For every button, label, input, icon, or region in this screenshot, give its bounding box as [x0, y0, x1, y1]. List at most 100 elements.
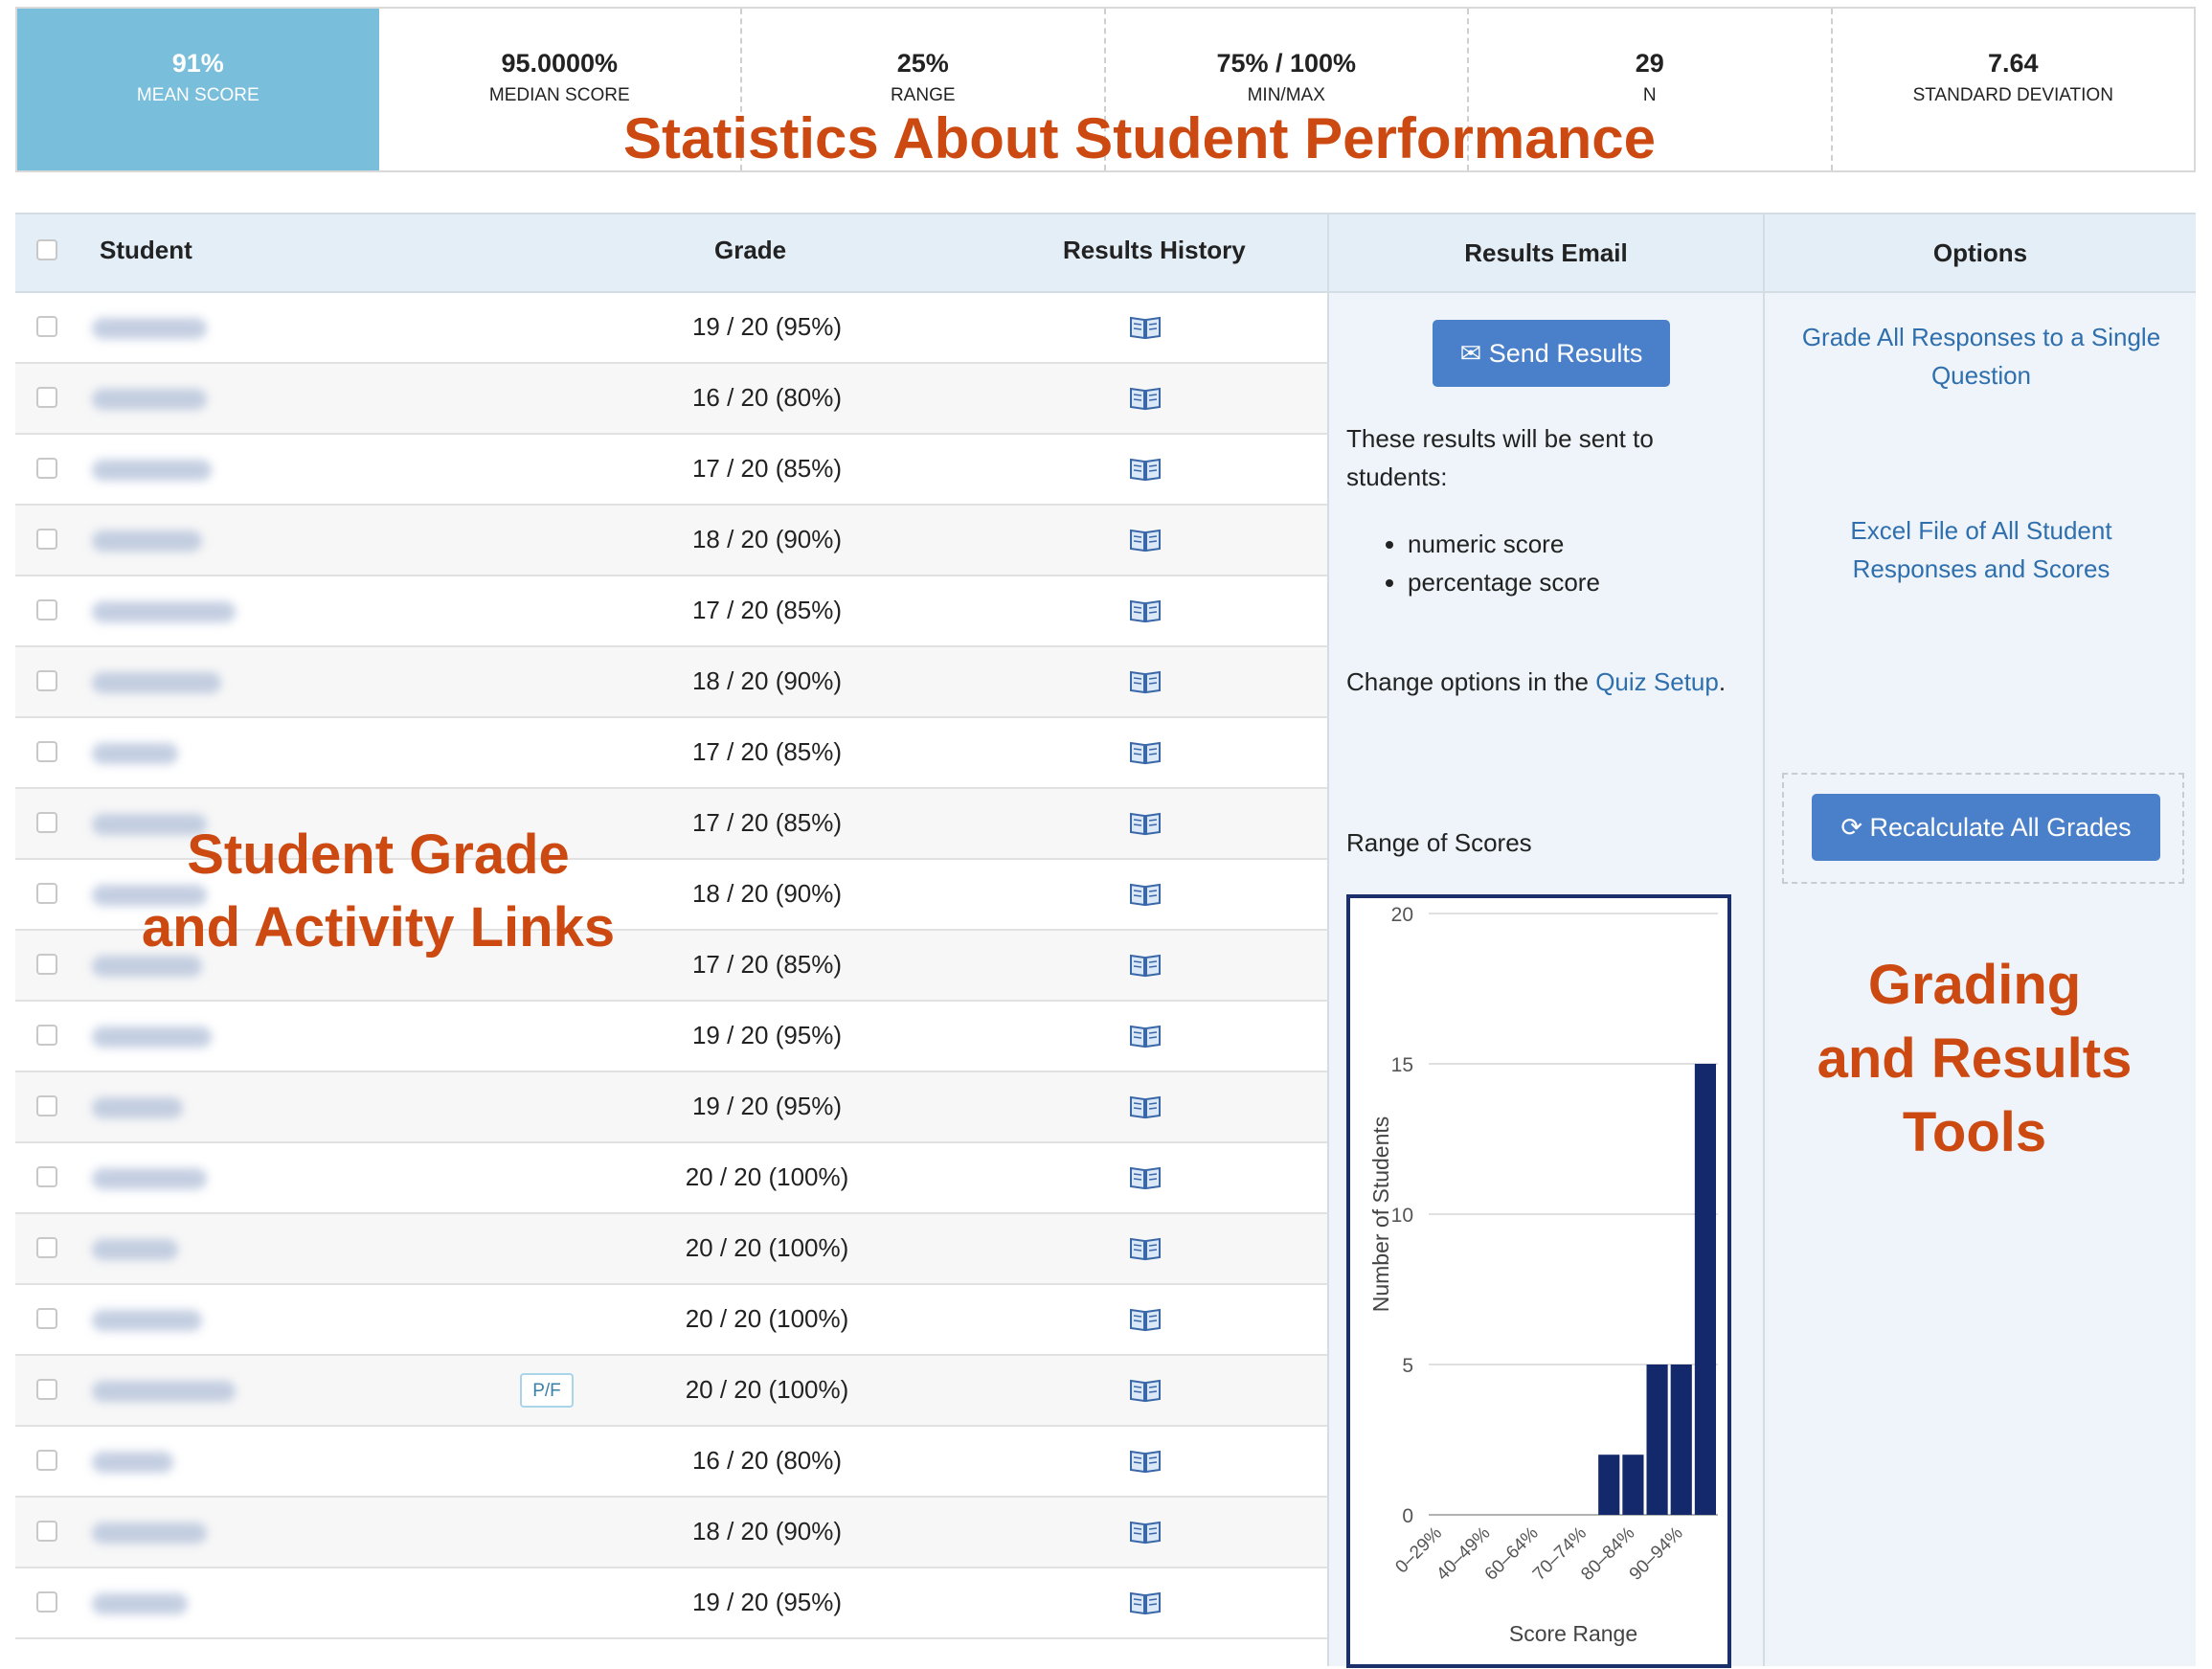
results-history-book-icon[interactable]: [1129, 1449, 1162, 1474]
results-history-book-icon[interactable]: [1129, 1094, 1162, 1119]
recalculate-all-grades-button[interactable]: ⟳ Recalculate All Grades: [1812, 794, 2160, 861]
chart-bar: [1598, 1455, 1620, 1515]
recalculate-container: [1782, 773, 2184, 884]
results-history-book-icon[interactable]: [1129, 315, 1162, 340]
results-history-book-icon[interactable]: [1129, 1307, 1162, 1332]
student-name-link[interactable]: [92, 530, 202, 552]
results-history-book-icon[interactable]: [1129, 1024, 1162, 1049]
row-checkbox[interactable]: [36, 1095, 57, 1116]
student-name-link[interactable]: [92, 1239, 178, 1260]
row-checkbox[interactable]: [36, 387, 57, 408]
results-history-book-icon[interactable]: [1129, 1520, 1162, 1545]
student-name-link[interactable]: [92, 956, 202, 977]
student-name-link[interactable]: [92, 601, 236, 622]
table-row: 19 / 20 (95%): [15, 293, 1327, 364]
student-name-link[interactable]: [92, 1310, 202, 1331]
y-tick-label: 10: [1391, 1205, 1413, 1227]
table-row: 19 / 20 (95%): [15, 1568, 1327, 1639]
row-checkbox[interactable]: [36, 954, 57, 975]
student-name-link[interactable]: [92, 1593, 188, 1614]
student-grade: 18 / 20 (90%): [691, 525, 843, 553]
results-history-book-icon[interactable]: [1129, 386, 1162, 411]
row-checkbox[interactable]: [36, 529, 57, 550]
table-row: 17 / 20 (85%): [15, 931, 1327, 1002]
results-history-book-icon[interactable]: [1129, 953, 1162, 978]
stat-value: 91%: [171, 49, 224, 78]
row-checkbox[interactable]: [36, 1591, 57, 1613]
student-name-link[interactable]: [92, 318, 207, 339]
student-name-link[interactable]: [92, 1522, 207, 1544]
student-name-link[interactable]: [92, 885, 207, 906]
excel-file-link[interactable]: Excel File of All Student Responses and …: [1850, 516, 2112, 583]
row-checkbox[interactable]: [36, 316, 57, 337]
results-fields-list: numeric score percentage score: [1387, 525, 1600, 601]
student-grade: 20 / 20 (100%): [685, 1162, 849, 1191]
results-email-panel: Results Email ✉ Send Results These resul…: [1327, 213, 1763, 1668]
student-name-link[interactable]: [92, 1026, 212, 1048]
student-name-link[interactable]: [92, 460, 212, 481]
row-checkbox[interactable]: [36, 1521, 57, 1542]
row-checkbox[interactable]: [36, 1450, 57, 1471]
student-name-link[interactable]: [92, 743, 178, 764]
grade-all-responses-link[interactable]: Grade All Responses to a Single Question: [1801, 323, 2161, 390]
table-row: 17 / 20 (85%): [15, 718, 1327, 789]
results-history-book-icon[interactable]: [1129, 1378, 1162, 1403]
column-header-student[interactable]: Student: [100, 236, 192, 264]
stat-value: 7.64: [1987, 49, 2039, 78]
results-history-book-icon[interactable]: [1129, 882, 1162, 907]
change-options-prefix: Change options in the: [1346, 667, 1596, 696]
row-checkbox[interactable]: [36, 670, 57, 691]
score-range-chart: 0 5 10 15 20 0–29% 40–49% 60–64% 70–74% 80–84% 90–…: [1346, 894, 1731, 1668]
results-email-title: Results Email: [1329, 213, 1763, 293]
stat-label: MIN/MAX: [1247, 85, 1325, 105]
row-checkbox[interactable]: [36, 883, 57, 904]
student-name-link[interactable]: [92, 1452, 173, 1473]
annotation-tools: Grading and Results Tools: [1783, 948, 2166, 1169]
row-checkbox[interactable]: [36, 458, 57, 479]
student-grade: 19 / 20 (95%): [691, 1092, 843, 1120]
chart-bar: [1646, 1365, 1668, 1515]
table-row: 19 / 20 (95%): [15, 1002, 1327, 1072]
results-history-book-icon[interactable]: [1129, 811, 1162, 836]
select-all-checkbox[interactable]: [36, 239, 57, 260]
row-checkbox[interactable]: [36, 1166, 57, 1187]
row-checkbox[interactable]: [36, 1025, 57, 1046]
results-history-book-icon[interactable]: [1129, 740, 1162, 765]
row-checkbox[interactable]: [36, 1237, 57, 1258]
student-name-link[interactable]: [92, 1097, 183, 1118]
student-grade: 17 / 20 (85%): [691, 950, 843, 979]
results-history-book-icon[interactable]: [1129, 1590, 1162, 1615]
row-checkbox[interactable]: [36, 1379, 57, 1400]
student-name-link[interactable]: [92, 814, 207, 835]
quiz-setup-link[interactable]: Quiz Setup: [1595, 667, 1719, 696]
student-grade: 19 / 20 (95%): [691, 312, 843, 341]
student-name-link[interactable]: [92, 389, 207, 410]
results-history-book-icon[interactable]: [1129, 669, 1162, 694]
options-panel: Options Grade All Responses to a Single …: [1763, 213, 2196, 1666]
row-checkbox[interactable]: [36, 741, 57, 762]
table-row: 20 / 20 (100%): [15, 1214, 1327, 1285]
stat-label: RANGE: [890, 85, 956, 105]
row-checkbox[interactable]: [36, 1308, 57, 1329]
results-history-book-icon[interactable]: [1129, 457, 1162, 482]
y-tick-label: 5: [1402, 1355, 1413, 1377]
row-checkbox[interactable]: [36, 812, 57, 833]
statistics-bar: 91% MEAN SCORE 95.0000% MEDIAN SCORE 25%…: [15, 7, 2196, 172]
results-history-book-icon[interactable]: [1129, 1165, 1162, 1190]
student-grade: 18 / 20 (90%): [691, 666, 843, 695]
row-checkbox[interactable]: [36, 599, 57, 620]
results-history-book-icon[interactable]: [1129, 528, 1162, 553]
table-row: 18 / 20 (90%): [15, 506, 1327, 576]
student-grade: 19 / 20 (95%): [691, 1021, 843, 1049]
student-name-link[interactable]: [92, 672, 221, 693]
y-tick-label: 20: [1391, 904, 1413, 926]
refresh-icon: ⟳: [1840, 813, 1862, 842]
results-history-book-icon[interactable]: [1129, 1236, 1162, 1261]
student-name-link[interactable]: [92, 1381, 236, 1402]
column-header-grade[interactable]: Grade: [714, 236, 787, 264]
student-name-link[interactable]: [92, 1168, 207, 1189]
send-results-button[interactable]: ✉ Send Results: [1433, 320, 1670, 387]
results-history-book-icon[interactable]: [1129, 598, 1162, 623]
student-grade: 20 / 20 (100%): [685, 1233, 849, 1262]
y-tick-label: 0: [1402, 1505, 1413, 1527]
